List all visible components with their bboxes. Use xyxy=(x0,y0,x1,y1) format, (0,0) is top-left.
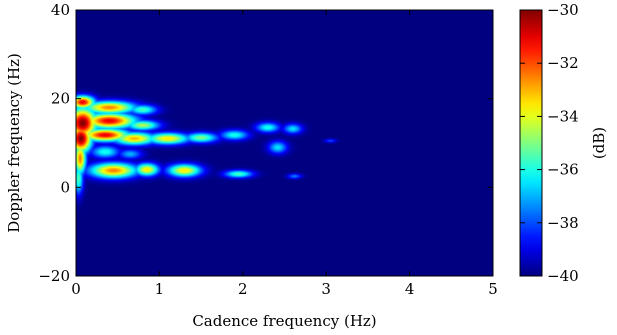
heatmap-image xyxy=(76,10,493,276)
colorbar-tick-label: −38 xyxy=(547,214,579,232)
y-tick-label: 0 xyxy=(60,178,70,196)
colorbar-tick-label: −32 xyxy=(547,54,579,72)
y-axis-label: Doppler frequency (Hz) xyxy=(5,53,23,233)
x-axis-label: Cadence frequency (Hz) xyxy=(192,312,376,330)
plot-frame xyxy=(75,9,494,277)
colorbar-tick-label: −34 xyxy=(547,107,579,125)
y-tick-label: 40 xyxy=(51,1,70,19)
colorbar-tick-label: −40 xyxy=(547,267,579,285)
colorbar-tick-label: −36 xyxy=(547,161,579,179)
colorbar-ticks: −40 −38 −36 −34 −32 −30 xyxy=(520,1,579,285)
colorbar xyxy=(520,10,542,276)
x-tick-label: 1 xyxy=(155,280,165,298)
y-tick-label: −20 xyxy=(38,267,70,285)
x-axis-ticks: 0 1 2 3 4 5 xyxy=(71,10,498,298)
y-axis-ticks: −20 0 20 40 xyxy=(38,1,493,285)
x-tick-label: 5 xyxy=(488,280,498,298)
x-tick-label: 4 xyxy=(405,280,415,298)
x-tick-label: 0 xyxy=(71,280,81,298)
colorbar-frame xyxy=(519,9,543,277)
x-tick-label: 2 xyxy=(238,280,248,298)
colorbar-tick-label: −30 xyxy=(547,1,579,19)
y-tick-label: 20 xyxy=(51,90,70,108)
x-tick-label: 3 xyxy=(321,280,331,298)
colorbar-label: (dB) xyxy=(590,127,608,159)
